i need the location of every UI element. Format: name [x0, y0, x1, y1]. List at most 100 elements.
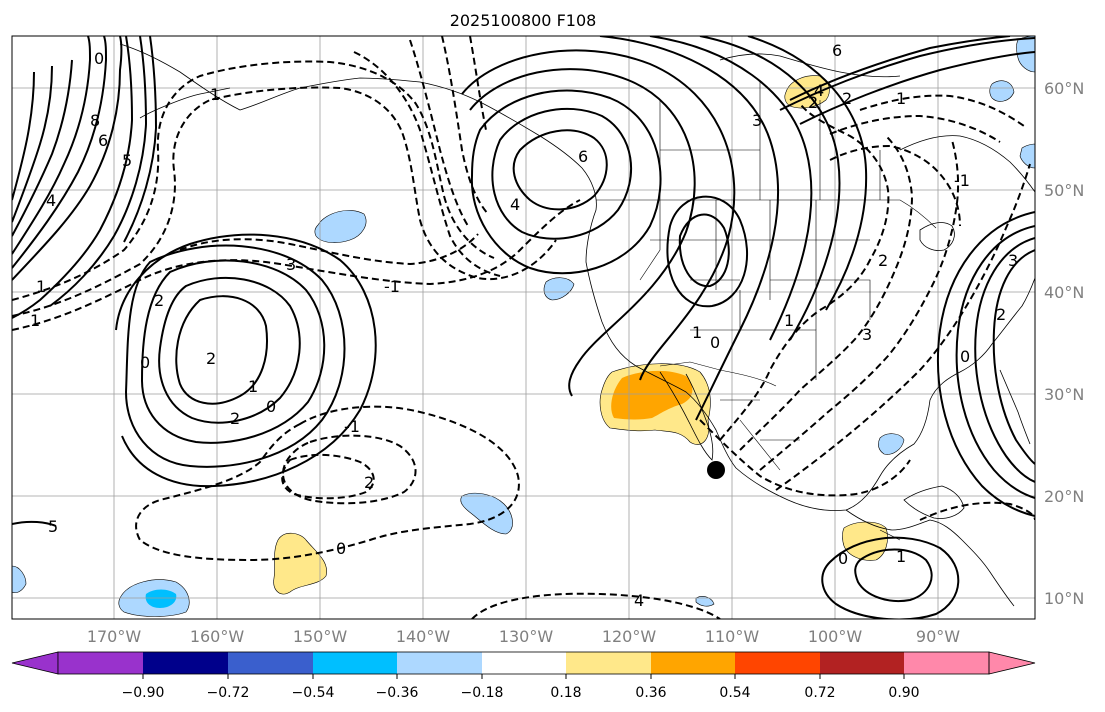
contour-solid-west-5: [12, 65, 53, 223]
shade-negative-1: [314, 210, 367, 243]
contour-labels: 0 8 6 5 4 1 2 3 -1 1 2 1 2 0 -1 2 0 1 0 …: [30, 41, 1018, 610]
contour-solid-west-6: [12, 71, 35, 201]
contour-label: -1: [344, 417, 360, 436]
colorbar-segment: [651, 652, 735, 674]
lon-tick-label: 140°W: [396, 627, 451, 646]
lon-axis-labels: 170°W 160°W 150°W 140°W 130°W 120°W 110°…: [87, 627, 960, 646]
contour-solid-ridge-9: [747, 36, 868, 311]
contour-solid-ridge-8: [699, 36, 841, 341]
contour-solid-ne-3: [789, 36, 1011, 101]
colorbar: −0.90 −0.72 −0.54 −0.36 −0.18 0.18 0.36 …: [11, 651, 1036, 701]
colorbar-segment: [820, 652, 904, 674]
colorbar-segment: [143, 652, 228, 674]
contour-label: 1: [896, 89, 906, 108]
colorbar-tick-label: 0.18: [550, 685, 581, 701]
contour-solid-ne-2: [799, 51, 1035, 125]
contour-dashed-3: [12, 60, 495, 301]
lon-tick-label: 160°W: [190, 627, 245, 646]
contour-solid-south-2: [821, 536, 960, 619]
contour-solid-high-2: [158, 276, 301, 424]
lat-tick-label: 10°N: [1044, 589, 1084, 608]
lat-tick-label: 20°N: [1044, 487, 1084, 506]
contour-label: 4: [634, 591, 644, 610]
contour-label: 6: [832, 41, 842, 60]
contour-solid-west-3: [12, 36, 92, 255]
graticule: [12, 36, 1035, 619]
lat-tick-label: 60°N: [1044, 79, 1084, 98]
contour-label: 0: [140, 353, 150, 372]
colorbar-tick-label: 0.90: [888, 685, 919, 701]
contour-label: 0: [266, 397, 276, 416]
contour-dashed-5: [409, 39, 469, 227]
lat-tick-label: 30°N: [1044, 385, 1084, 404]
coast-central-america: [845, 509, 1015, 607]
contours: [12, 36, 1035, 619]
contour-label: 1: [36, 277, 46, 296]
contour-solid-high-1: [175, 295, 268, 405]
lon-tick-label: 100°W: [808, 627, 863, 646]
contour-solid-canada-low-2: [666, 195, 749, 308]
contour-solid-ridge-3: [470, 89, 662, 275]
contour-solid-west-8: [49, 36, 148, 307]
contour-dashed-east-3: [759, 139, 960, 471]
contour-solid-high-3: [140, 259, 326, 444]
colorbar-segment: [58, 652, 143, 674]
colorbar-tick-label: −0.54: [292, 685, 335, 701]
coast-alaska: [119, 43, 421, 111]
contour-label: 0: [336, 539, 346, 558]
contour-label: -1: [954, 171, 970, 190]
colorbar-segment: [566, 652, 651, 674]
shade-negative-9: [989, 80, 1015, 102]
colorbar-segment: [228, 652, 313, 674]
contour-label: 2: [206, 349, 216, 368]
contour-label: -1: [384, 277, 400, 296]
colorbar-tick-labels: −0.90 −0.72 −0.54 −0.36 −0.18 0.18 0.36 …: [122, 685, 920, 701]
shade-negative-4-core: [145, 589, 177, 608]
colorbar-ticks: [142, 674, 905, 679]
contour-label: 1: [210, 85, 220, 104]
contour-label: 4: [510, 195, 520, 214]
coast-florida: [999, 369, 1031, 445]
coast-baja: [659, 371, 714, 461]
shade-negative-6: [12, 565, 27, 594]
contour-label: 2: [154, 291, 164, 310]
shading-layer: [12, 36, 1035, 617]
contour-label: 5: [48, 517, 58, 536]
contour-solid-west-1: [12, 36, 123, 281]
contour-solid-east-1: [992, 249, 1035, 465]
colorbar-tick-label: −0.72: [207, 685, 250, 701]
contour-solid-high-5: [115, 233, 377, 488]
location-marker: [707, 461, 725, 479]
border-canada-provinces: [659, 80, 881, 200]
contour-label: 2: [364, 473, 374, 492]
contour-solid-ridge-2: [491, 107, 632, 240]
colorbar-tick-label: 0.72: [804, 685, 835, 701]
contour-label: 3: [752, 111, 762, 130]
contour-dashed-6: [441, 36, 489, 215]
contour-label: 6: [578, 147, 588, 166]
colorbar-segment: [735, 652, 820, 674]
coast-yucatan: [903, 485, 965, 519]
contour-solid-ridge-7: [649, 36, 813, 341]
coast-hudson: [899, 135, 1035, 193]
contour-label: 2: [842, 89, 852, 108]
contour-solid-ridge-4: [469, 68, 696, 397]
contour-label: 2: [878, 251, 888, 270]
colorbar-tick-label: −0.18: [461, 685, 504, 701]
contour-dashed-low-2: [282, 434, 417, 505]
contour-solid-west-9: [123, 36, 158, 243]
contour-label: 1: [248, 377, 258, 396]
contour-label: 3: [1008, 251, 1018, 270]
lat-tick-label: 50°N: [1044, 181, 1084, 200]
contour-label: 0: [710, 333, 720, 352]
contour-dashed-1: [12, 199, 581, 331]
contour-label: 1: [784, 311, 794, 330]
contour-dashed-se: [919, 501, 1035, 521]
contour-solid-east-3: [955, 225, 1035, 499]
lon-tick-label: 170°W: [87, 627, 142, 646]
contour-label: 4: [46, 191, 56, 210]
contour-solid-east-4: [937, 211, 1035, 517]
lon-tick-label: 90°W: [916, 627, 960, 646]
contour-dashed-bottom: [471, 592, 721, 619]
